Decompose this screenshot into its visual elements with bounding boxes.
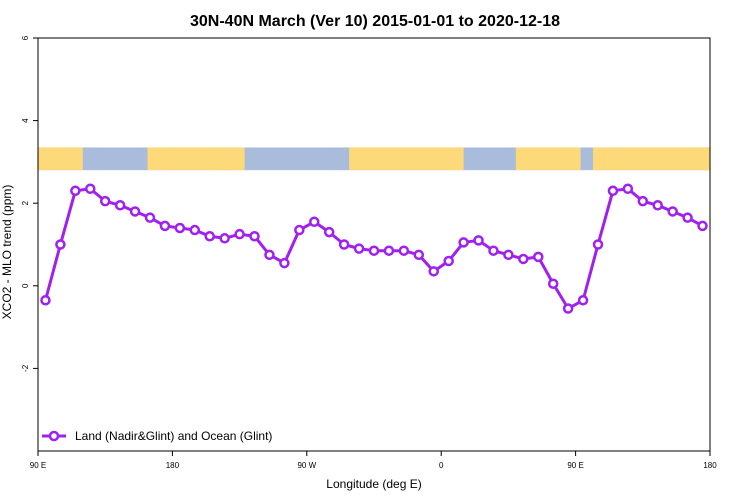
data-point <box>129 206 141 217</box>
data-point <box>697 220 708 232</box>
y-axis: -2 0 2 4 6 <box>21 35 38 372</box>
legend-marker <box>48 430 60 442</box>
data-point <box>279 257 290 269</box>
y-tick-label: 0 <box>21 283 30 288</box>
data-point <box>592 239 604 250</box>
data-point <box>488 245 499 256</box>
data-point <box>533 251 544 263</box>
data-point <box>383 245 395 256</box>
y-axis-label: XCO2 - MLO trend (ppm) <box>0 185 14 320</box>
data-point <box>40 295 51 306</box>
data-point <box>413 249 425 261</box>
chart-title: 30N-40N March (Ver 10) 2015-01-01 to 202… <box>190 13 560 30</box>
data-point <box>637 195 649 207</box>
data-point <box>85 183 96 194</box>
map-land <box>219 147 245 171</box>
data-point <box>174 222 186 234</box>
data-point <box>652 200 663 211</box>
x-tick-label: 90 E <box>30 461 46 470</box>
data-point <box>473 235 484 246</box>
legend-label: Land (Nadir&Glint) and Ocean (Glint) <box>75 429 272 443</box>
data-point <box>458 237 469 248</box>
data-point <box>114 200 126 211</box>
x-tick-label: 90 W <box>297 461 316 470</box>
data-point <box>323 226 335 238</box>
map-land <box>147 147 235 171</box>
data-point <box>607 185 619 197</box>
data-point <box>667 206 678 217</box>
x-tick-label: 0 <box>439 461 444 470</box>
data-point <box>518 253 529 265</box>
x-tick-label: 180 <box>166 461 180 470</box>
data-point <box>338 239 350 250</box>
data-point <box>547 278 559 289</box>
data-point <box>264 249 275 261</box>
data-point <box>249 230 260 242</box>
data-point <box>144 212 156 223</box>
x-tick-label: 180 <box>703 461 717 470</box>
series-layer <box>40 183 708 314</box>
x-axis-label: Longitude (deg E) <box>326 477 421 491</box>
data-point <box>368 245 380 256</box>
map-land <box>593 147 710 171</box>
map-land <box>38 147 83 171</box>
data-point <box>189 224 201 236</box>
data-point <box>353 243 365 254</box>
data-point <box>159 220 171 232</box>
data-point <box>443 255 454 267</box>
data-point <box>55 239 66 250</box>
data-point <box>622 183 634 194</box>
map-strip <box>38 147 710 171</box>
data-point <box>398 245 410 256</box>
x-tick-label: 90 E <box>567 461 583 470</box>
map-land <box>349 147 464 171</box>
data-point <box>99 195 111 207</box>
data-point <box>219 233 230 244</box>
y-tick-label: -2 <box>21 364 30 372</box>
data-point <box>503 249 514 261</box>
y-tick-label: 6 <box>21 35 30 40</box>
x-axis: 90 E 180 90 W 0 90 E 180 <box>30 451 717 470</box>
data-point <box>204 230 215 242</box>
legend: Land (Nadir&Glint) and Ocean (Glint) <box>42 429 272 443</box>
data-point <box>294 224 305 236</box>
data-point <box>682 212 693 223</box>
map-land <box>515 147 581 171</box>
data-point <box>309 216 320 228</box>
data-point <box>70 185 81 197</box>
data-point <box>428 266 439 277</box>
y-tick-label: 4 <box>21 118 30 123</box>
data-point <box>234 228 245 240</box>
data-point <box>562 303 574 314</box>
data-point <box>577 295 589 306</box>
y-tick-label: 2 <box>21 200 30 205</box>
plot-frame <box>37 37 711 452</box>
